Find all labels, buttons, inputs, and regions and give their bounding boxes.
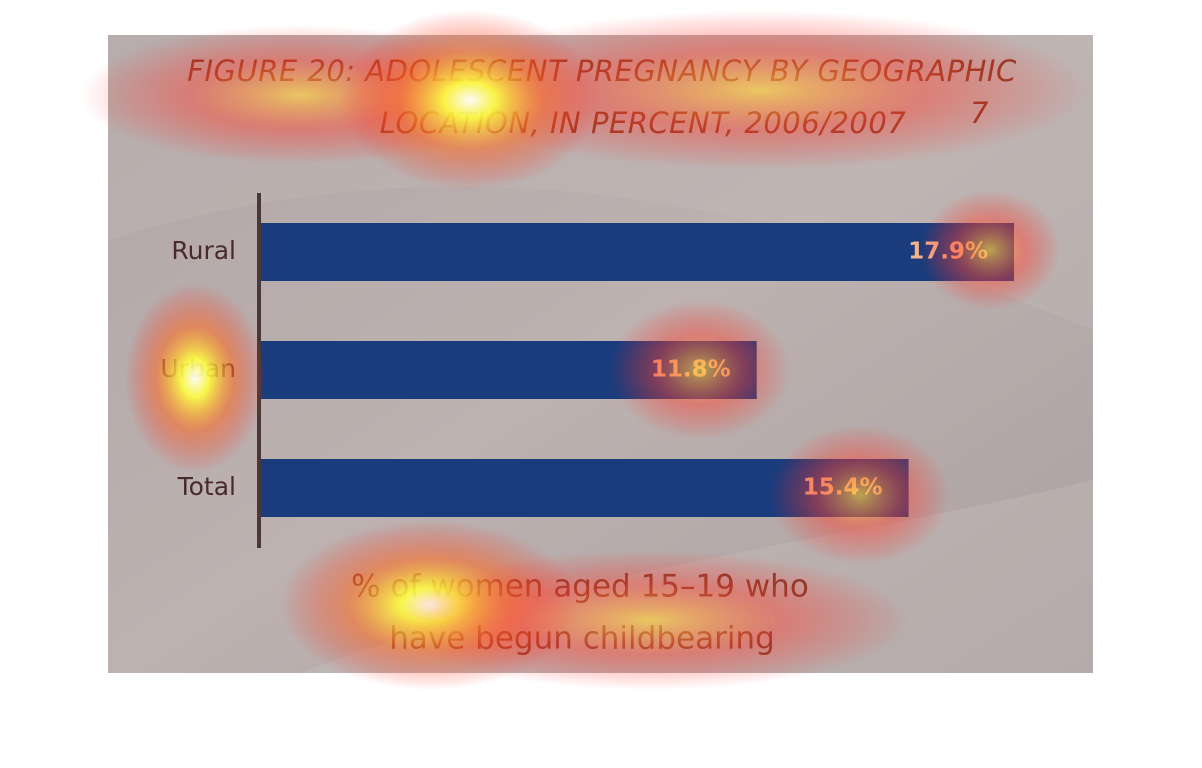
data-label: 17.9% <box>908 239 988 265</box>
y-tick-label: Rural <box>171 236 236 265</box>
chart-title: LOCATION, IN PERCENT, 2006/2007 <box>380 106 907 140</box>
y-tick-label: Urban <box>160 354 236 383</box>
data-label: 15.4% <box>803 475 883 501</box>
chart-title: FIGURE 20: ADOLESCENT PREGNANCY BY GEOGR… <box>187 54 1017 88</box>
x-axis-label: have begun childbearing <box>389 621 775 657</box>
y-tick-label: Total <box>177 472 236 501</box>
data-label: 11.8% <box>651 357 731 383</box>
bar <box>259 223 1014 281</box>
footnote-marker: 7 <box>970 96 989 130</box>
x-axis-label: % of women aged 15–19 who <box>351 569 809 605</box>
